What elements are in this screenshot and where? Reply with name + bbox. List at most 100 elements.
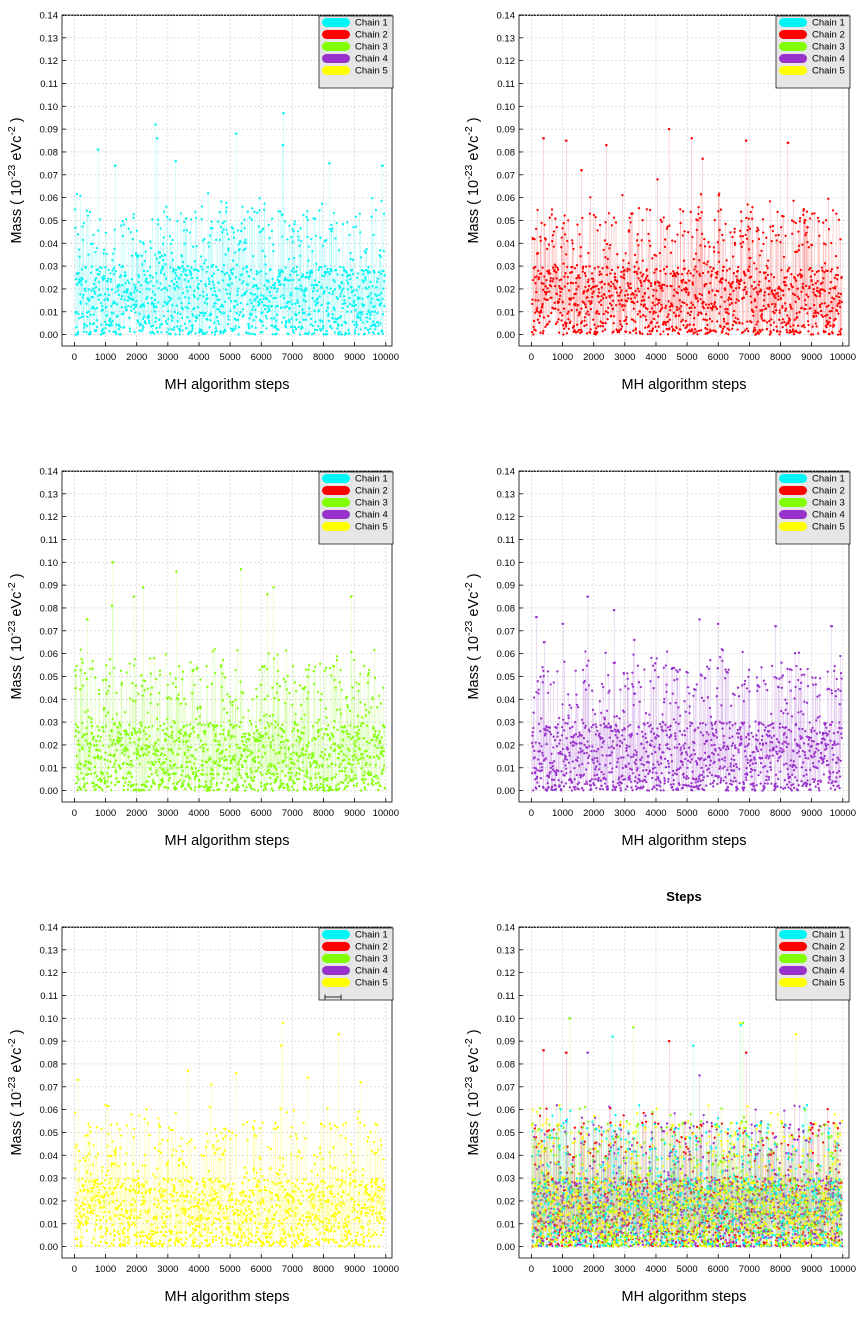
data-point: [346, 305, 348, 307]
data-point: [829, 333, 831, 335]
data-point: [148, 789, 150, 791]
data-point: [671, 305, 673, 307]
data-point: [578, 781, 580, 783]
data-point: [108, 294, 110, 296]
data-point: [708, 292, 710, 294]
data-point: [583, 320, 585, 322]
data-point: [295, 690, 297, 692]
data-point: [349, 724, 351, 726]
data-point: [258, 762, 260, 764]
data-point: [574, 721, 576, 723]
data-point: [587, 289, 589, 291]
data-point: [590, 300, 592, 302]
data-point: [133, 308, 135, 310]
data-point: [295, 328, 297, 330]
data-point: [732, 281, 734, 283]
data-point: [239, 774, 241, 776]
data-point: [378, 294, 380, 296]
data-point: [757, 284, 759, 286]
data-point: [679, 208, 681, 210]
data-point: [155, 678, 157, 680]
data-point: [297, 760, 299, 762]
data-point: [375, 286, 377, 288]
data-point: [337, 757, 339, 759]
data-point: [347, 706, 349, 708]
data-point: [220, 666, 222, 668]
data-point: [573, 778, 575, 780]
data-point: [288, 225, 290, 227]
data-point: [723, 266, 725, 268]
data-point: [337, 324, 339, 326]
data-point: [566, 722, 568, 724]
data-point: [122, 749, 124, 751]
data-point: [583, 773, 585, 775]
data-point: [663, 284, 665, 286]
data-point: [556, 670, 558, 672]
data-point: [633, 308, 635, 310]
data-point: [375, 325, 377, 327]
data-point: [204, 731, 206, 733]
data-point: [568, 303, 570, 305]
legend-swatch: [322, 486, 350, 495]
data-point: [773, 321, 775, 323]
data-point: [109, 658, 111, 660]
data-point: [722, 278, 724, 280]
data-point: [584, 650, 586, 652]
data-point: [147, 711, 149, 713]
data-point: [162, 729, 164, 731]
data-point: [342, 731, 344, 733]
data-point: [104, 327, 106, 329]
data-point: [206, 686, 208, 688]
data-point: [567, 311, 569, 313]
data-point: [118, 294, 120, 296]
data-point: [141, 748, 143, 750]
data-point: [736, 328, 738, 330]
data-point: [85, 303, 87, 305]
data-point: [829, 325, 831, 327]
data-point: [103, 758, 105, 760]
data-point: [252, 698, 254, 700]
data-point: [258, 750, 260, 752]
data-point: [634, 296, 636, 298]
data-point: [813, 212, 815, 214]
data-point: [673, 289, 675, 291]
data-point: [374, 310, 376, 312]
data-point: [828, 292, 830, 294]
data-point: [240, 777, 242, 779]
data-point: [218, 308, 220, 310]
data-point: [767, 259, 769, 261]
data-point: [104, 266, 106, 268]
data-point: [676, 309, 678, 311]
data-point: [136, 731, 138, 733]
data-point: [164, 254, 166, 256]
data-point: [329, 273, 331, 275]
data-point: [201, 769, 203, 771]
data-point: [620, 328, 622, 330]
data-point: [182, 671, 184, 673]
data-point: [247, 709, 249, 711]
data-point: [384, 274, 386, 276]
data-point: [93, 782, 95, 784]
data-point: [699, 293, 701, 295]
data-point: [179, 313, 181, 315]
data-point: [198, 314, 200, 316]
data-point: [134, 286, 136, 288]
data-point: [189, 231, 191, 233]
data-point: [97, 229, 99, 231]
data-point: [207, 241, 209, 243]
data-point: [683, 260, 685, 262]
data-point: [832, 209, 834, 211]
data-point: [173, 326, 175, 328]
data-point: [244, 736, 246, 738]
data-point: [567, 714, 569, 716]
data-point: [677, 267, 679, 269]
data-point: [625, 319, 627, 321]
data-point: [270, 286, 272, 288]
data-point: [542, 787, 544, 789]
data-point: [205, 285, 207, 287]
data-point: [576, 324, 578, 326]
data-point: [611, 269, 613, 271]
data-point: [316, 789, 318, 791]
data-point: [93, 735, 95, 737]
data-point: [658, 326, 660, 328]
